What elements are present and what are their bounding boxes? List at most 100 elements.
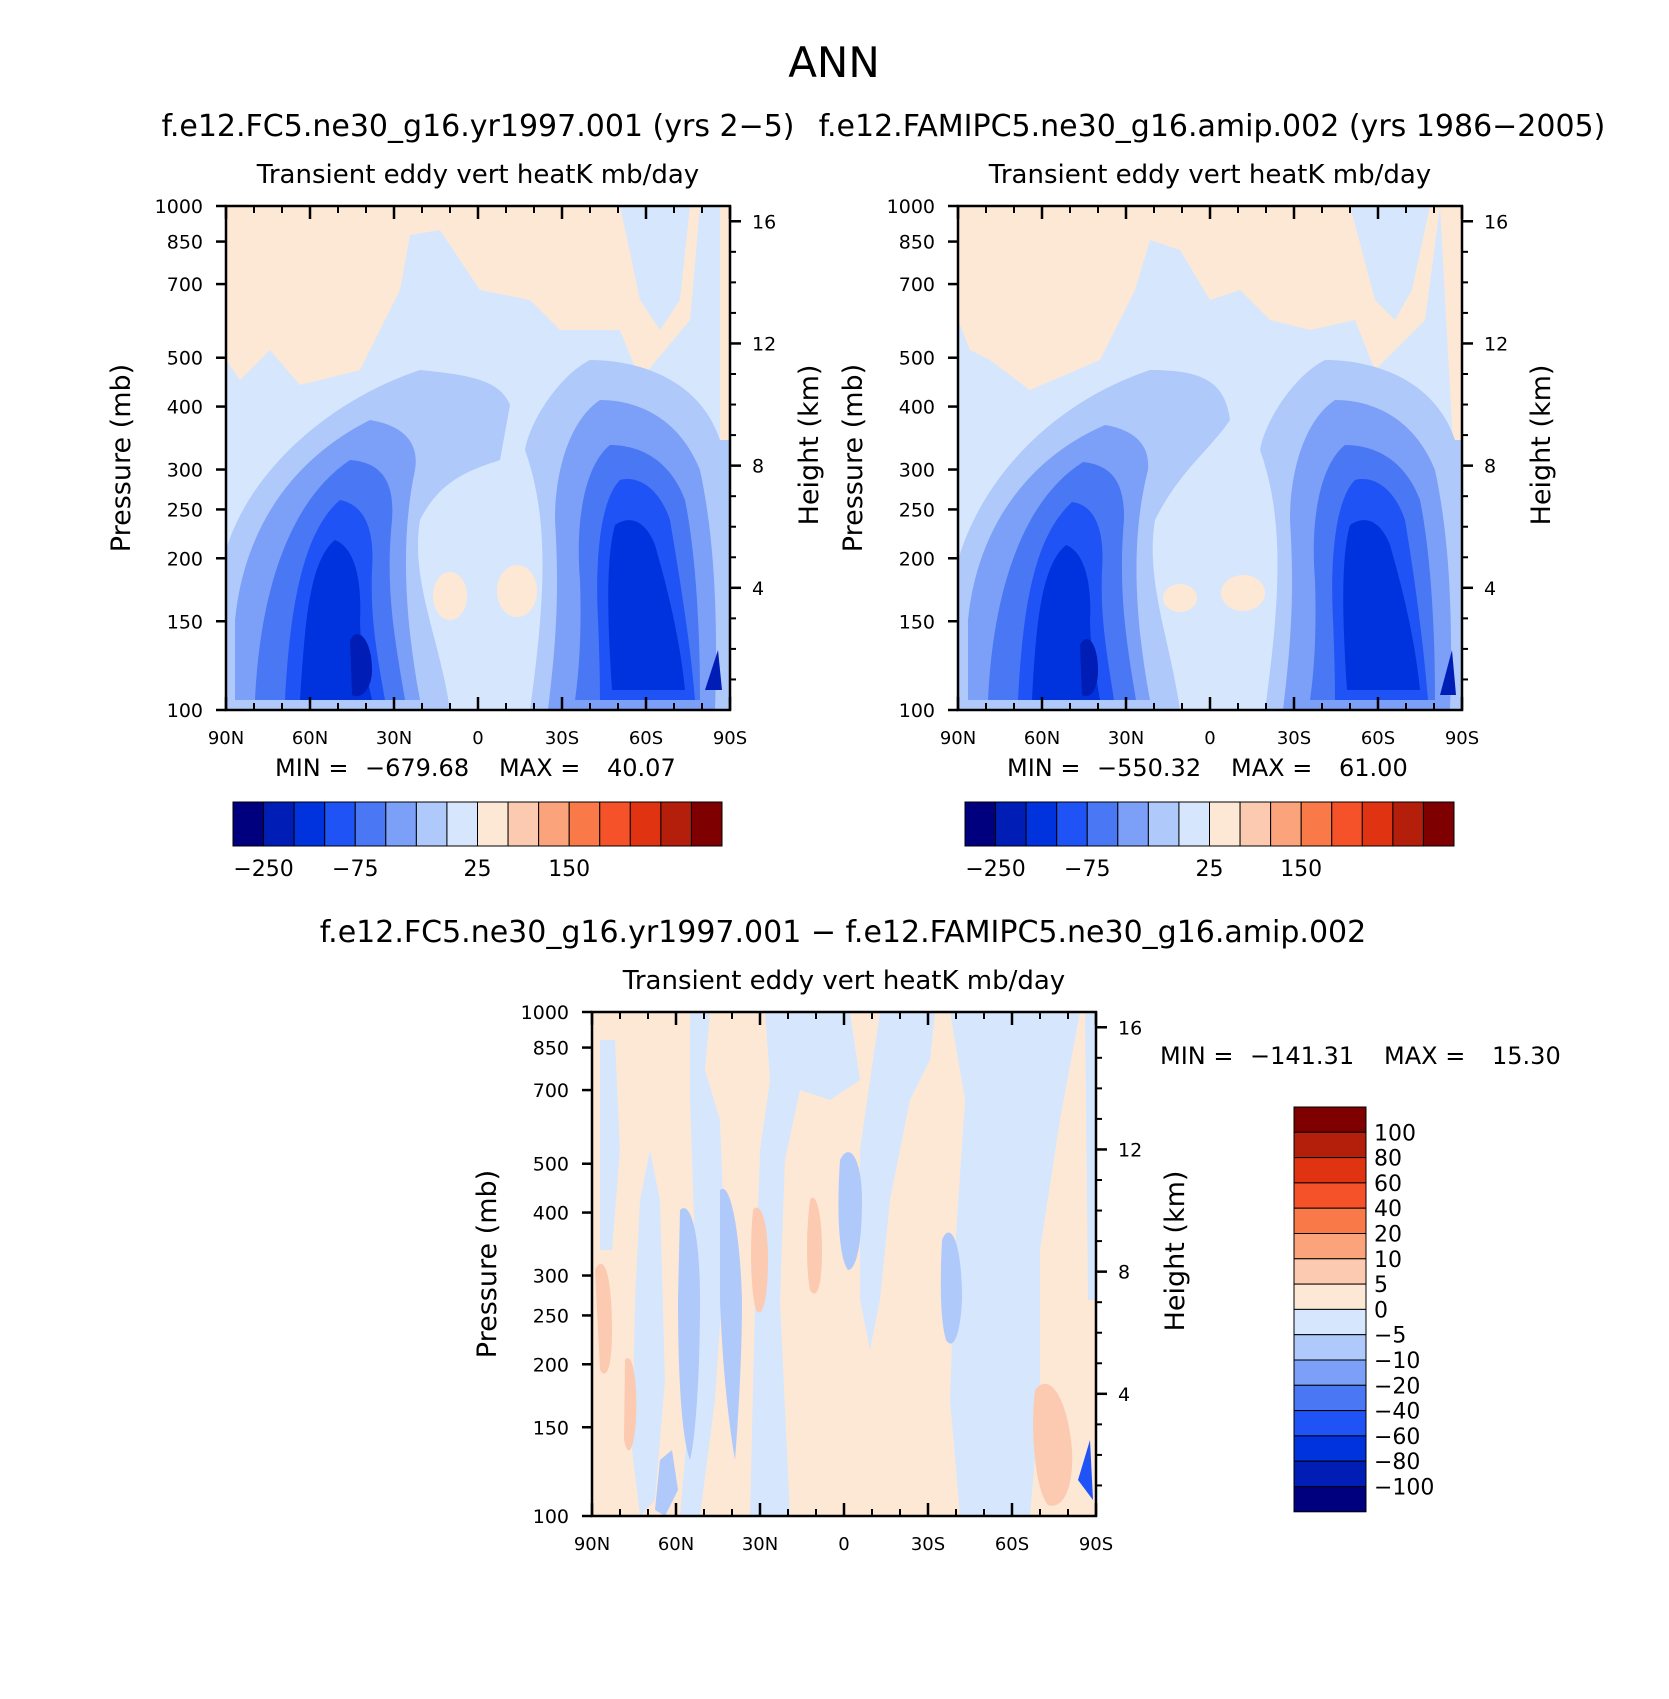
y-tick-label: 300 — [533, 1266, 569, 1288]
panel-1-min-value: −679.68 — [365, 754, 469, 782]
colorbar-box — [995, 801, 1027, 847]
colorbar-box — [1293, 1334, 1367, 1361]
colorbar-box — [507, 801, 540, 847]
panel-1-title: Transient eddy vert heatK mb/day — [256, 160, 699, 190]
x-tick-label: 30S — [1277, 728, 1311, 749]
colorbar-label: −250 — [233, 857, 293, 882]
x-tick-label: 60N — [658, 1534, 694, 1555]
y2-tick-label: 4 — [752, 578, 764, 600]
y2-tick-label: 4 — [1484, 578, 1496, 600]
colorbar-box — [1293, 1460, 1367, 1487]
colorbar-box — [568, 801, 601, 847]
y-tick-label: 1000 — [887, 196, 935, 218]
y-tick-label: 850 — [167, 232, 203, 254]
x-tick-label: 60N — [1024, 728, 1060, 749]
colorbar-box — [354, 801, 387, 847]
x-tick-label: 60N — [292, 728, 328, 749]
y-tick-label: 400 — [167, 397, 203, 419]
colorbar-box — [599, 801, 631, 847]
y-tick-label: 700 — [533, 1080, 569, 1102]
colorbar-box — [1422, 801, 1455, 847]
x-tick-label: 90N — [574, 1534, 610, 1555]
y-tick-label: 100 — [533, 1506, 569, 1528]
x-tick-label: 30S — [545, 728, 579, 749]
colorbar-box — [1293, 1233, 1367, 1260]
colorbar-box — [1086, 801, 1119, 847]
colorbar-box — [1293, 1486, 1367, 1513]
colorbar-box — [1293, 1308, 1367, 1336]
panel-1-max-label: MAX = — [499, 754, 580, 782]
colorbar-box — [1239, 801, 1272, 847]
y2-tick-label: 16 — [1118, 1017, 1142, 1039]
y-tick-label: 500 — [167, 348, 203, 370]
colorbar-box — [263, 801, 295, 847]
y-tick-label: 150 — [899, 611, 935, 633]
panel-2-colorbar: −250 −75 25 150 — [964, 801, 1455, 882]
y-tick-label: 200 — [533, 1354, 569, 1376]
x-tick-label: 90S — [713, 728, 747, 749]
colorbar-label: −10 — [1374, 1349, 1420, 1374]
panel-3-max-label: MAX = — [1384, 1042, 1465, 1070]
panel-2-ylabel: Pressure (mb) — [838, 364, 869, 552]
y-tick-label: 850 — [533, 1038, 569, 1060]
panel-1-ylabel-right: Height (km) — [794, 365, 825, 526]
colorbar-box — [415, 801, 448, 847]
y-tick-label: 250 — [533, 1305, 569, 1327]
x-tick-label: 30N — [1108, 728, 1144, 749]
colorbar-box — [1025, 801, 1058, 847]
y-tick-label: 400 — [899, 397, 935, 419]
panel-3-min-value: −141.31 — [1250, 1042, 1354, 1070]
colorbar-box — [1178, 801, 1210, 847]
colorbar-box — [232, 801, 265, 847]
panel-2-max-value: 61.00 — [1339, 754, 1408, 782]
colorbar-box — [477, 801, 509, 847]
colorbar-box — [1293, 1157, 1367, 1184]
colorbar-box — [1300, 801, 1333, 847]
x-tick-label: 30S — [911, 1534, 945, 1555]
y-tick-label: 1000 — [521, 1002, 569, 1024]
y-tick-label: 250 — [899, 499, 935, 521]
colorbar-box — [1117, 801, 1149, 847]
colorbar-box — [1270, 801, 1302, 847]
colorbar-box — [1209, 801, 1241, 847]
colorbar-box — [629, 801, 662, 847]
panel-3-title: Transient eddy vert heatK mb/day — [622, 966, 1065, 996]
colorbar-box — [538, 801, 570, 847]
colorbar-box — [690, 801, 723, 847]
panel-2-ylabel-right: Height (km) — [1526, 365, 1557, 526]
colorbar-box — [1293, 1435, 1367, 1462]
panel-2-max-label: MAX = — [1231, 754, 1312, 782]
colorbar-label: 20 — [1374, 1223, 1402, 1248]
y-tick-label: 500 — [899, 348, 935, 370]
colorbar-label: 0 — [1374, 1298, 1388, 1323]
y2-tick-label: 8 — [1484, 456, 1496, 478]
colorbar-label: 40 — [1374, 1197, 1402, 1222]
colorbar-label: −20 — [1374, 1374, 1420, 1399]
x-tick-label: 90S — [1079, 1534, 1113, 1555]
panel-2-min-value: −550.32 — [1097, 754, 1201, 782]
x-tick-label: 90N — [940, 728, 976, 749]
panel-3-min-label: MIN = — [1160, 1042, 1233, 1070]
y-tick-label: 700 — [167, 274, 203, 296]
colorbar-label: 25 — [464, 857, 492, 882]
y-tick-label: 300 — [899, 460, 935, 482]
x-tick-label: 0 — [472, 728, 483, 749]
panel-3-max-value: 15.30 — [1492, 1042, 1561, 1070]
colorbar-box — [1361, 801, 1394, 847]
colorbar-box — [1147, 801, 1180, 847]
colorbar-label: −100 — [1374, 1476, 1434, 1501]
x-tick-label: 30N — [376, 728, 412, 749]
y2-tick-label: 8 — [752, 456, 764, 478]
colorbar-label: −60 — [1374, 1425, 1420, 1450]
panel-1-ylabel: Pressure (mb) — [106, 364, 137, 552]
y-tick-label: 400 — [533, 1203, 569, 1225]
colorbar-label: −80 — [1374, 1450, 1420, 1475]
panel-2-title: Transient eddy vert heatK mb/day — [988, 160, 1431, 190]
colorbar-box — [1293, 1384, 1367, 1412]
colorbar-box — [1293, 1359, 1367, 1386]
y-tick-label: 100 — [899, 700, 935, 722]
colorbar-label: 80 — [1374, 1147, 1402, 1172]
x-tick-label: 90N — [208, 728, 244, 749]
